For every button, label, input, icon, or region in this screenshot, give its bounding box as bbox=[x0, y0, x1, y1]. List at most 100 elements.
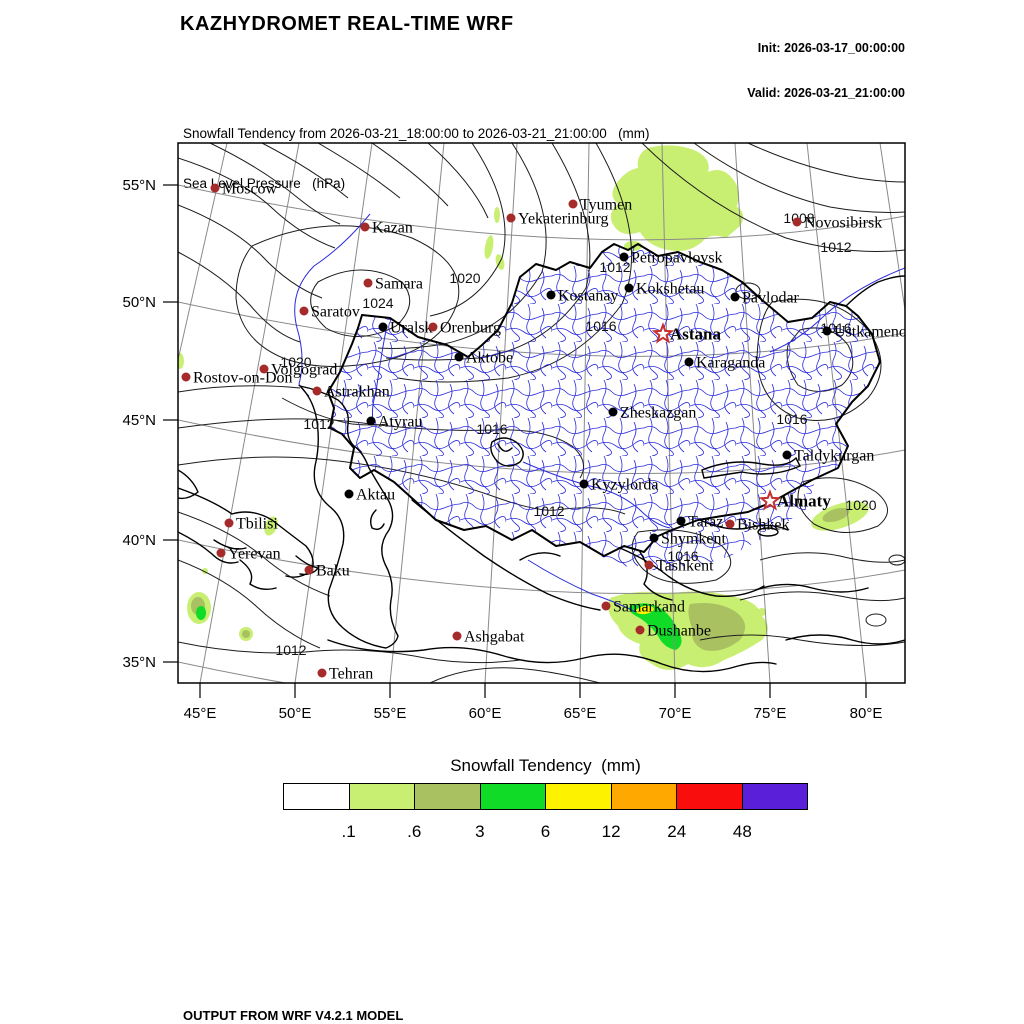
city: Almaty bbox=[758, 489, 831, 511]
city: Samara bbox=[363, 276, 423, 293]
pressure-label: 1016 bbox=[476, 421, 507, 437]
colorbar-cell bbox=[349, 783, 415, 810]
city-dot-icon bbox=[792, 217, 802, 227]
city-label: Tehran bbox=[329, 666, 373, 683]
city-label: Saratov bbox=[311, 304, 360, 321]
city: Kazan bbox=[360, 220, 413, 237]
city: Zheskazgan bbox=[608, 405, 696, 422]
city-dot-icon bbox=[579, 479, 589, 489]
colorbar-cell bbox=[415, 783, 481, 810]
city: Kyzylorda bbox=[579, 477, 659, 494]
city: Taldykurgan bbox=[782, 448, 874, 465]
city: Dushanbe bbox=[635, 623, 711, 640]
city-dot-icon bbox=[366, 416, 376, 426]
lon-tick-label: 70°E bbox=[659, 705, 692, 722]
city: Tashkent bbox=[644, 558, 714, 575]
city: Astrakhan bbox=[312, 384, 390, 401]
city-dot-icon bbox=[684, 357, 694, 367]
admin-boundaries bbox=[328, 244, 880, 572]
city: Ashgabat bbox=[452, 629, 525, 646]
city-markers: Moscow Kazan Samara Saratov Uralsk Orenburg Ak… bbox=[181, 181, 942, 683]
city-dot-icon bbox=[312, 386, 322, 396]
lon-tick-label: 50°E bbox=[279, 705, 312, 722]
city-dot-icon bbox=[608, 407, 618, 417]
city: Pavlodar bbox=[730, 290, 800, 307]
city: Yerevan bbox=[216, 546, 281, 563]
city-label: Samarkand bbox=[613, 599, 685, 616]
city-dot-icon bbox=[181, 372, 191, 382]
colorbar-tick-label: .1 bbox=[341, 822, 356, 841]
lon-tick-label: 55°E bbox=[374, 705, 407, 722]
footer-model-line: OUTPUT FROM WRF V4.2.1 MODEL bbox=[183, 1008, 404, 1023]
colorbar-tick-label: 24 bbox=[667, 822, 687, 841]
colorbar-title: Snowfall Tendency (mm) bbox=[450, 756, 641, 775]
city-dot-icon bbox=[317, 668, 327, 678]
city: Shymkent bbox=[649, 531, 726, 548]
city-dot-icon bbox=[725, 519, 735, 529]
city-label: Tashkent bbox=[656, 558, 714, 575]
pressure-label: 1020 bbox=[845, 497, 876, 513]
axis-ticks: 55°N 50°N 45°N 40°N 35°N 45°E 50°E 55°E 60°E 65°E… bbox=[122, 177, 882, 722]
city-dot-icon bbox=[428, 322, 438, 332]
page-title: KAZHYDROMET REAL-TIME WRF bbox=[180, 13, 514, 35]
lon-tick-label: 45°E bbox=[184, 705, 217, 722]
pressure-label: 1020 bbox=[449, 270, 480, 286]
city-label: Astana bbox=[670, 325, 722, 344]
lon-tick-label: 60°E bbox=[469, 705, 502, 722]
lat-tick-label: 50°N bbox=[122, 294, 156, 311]
city-label: Kyzylorda bbox=[591, 477, 659, 494]
city-label: Ustkamenogorsk bbox=[834, 324, 942, 341]
pressure-label: 1020 bbox=[280, 354, 311, 370]
city-dot-icon bbox=[568, 199, 578, 209]
capital-star-icon bbox=[651, 322, 675, 344]
city-label: Ashgabat bbox=[464, 629, 525, 646]
city-dot-icon bbox=[454, 352, 464, 362]
city-label: Almaty bbox=[777, 492, 831, 511]
city-label: Tbilisi bbox=[236, 516, 278, 533]
coastlines-borders bbox=[178, 275, 905, 673]
city-dot-icon bbox=[676, 516, 686, 526]
city-label: Petropavlovsk bbox=[631, 250, 723, 267]
city: Petropavlovsk bbox=[619, 250, 723, 267]
city-label: Tyumen bbox=[580, 197, 632, 214]
lon-tick-label: 75°E bbox=[754, 705, 787, 722]
pressure-label: 1012 bbox=[599, 259, 630, 275]
city-label: Uralsk bbox=[390, 320, 433, 337]
colorbar-cell bbox=[742, 783, 808, 810]
map-frame bbox=[177, 142, 906, 684]
city: Volgograd bbox=[259, 362, 337, 379]
city-dot-icon bbox=[344, 489, 354, 499]
city-dot-icon bbox=[378, 322, 388, 332]
init-time: Init: 2026-03-17_00:00:00 bbox=[757, 41, 905, 55]
snowfall-subtitle: Snowfall Tendency from 2026-03-21_18:00:… bbox=[183, 126, 650, 141]
lon-tick-label: 65°E bbox=[564, 705, 597, 722]
colorbar-tick-label: 3 bbox=[475, 822, 485, 841]
field-subtitles: Snowfall Tendency from 2026-03-21_18:00:… bbox=[183, 93, 650, 225]
city-dot-icon bbox=[299, 306, 309, 316]
city-dot-icon bbox=[210, 183, 220, 193]
city: Taraz bbox=[676, 514, 723, 531]
pressure-label: 1008 bbox=[783, 210, 814, 226]
city-dot-icon bbox=[259, 364, 269, 374]
city-label: Dushanbe bbox=[647, 623, 711, 640]
city-dot-icon bbox=[363, 278, 373, 288]
pressure-label: 1012 bbox=[533, 503, 564, 519]
city: Rostov-on-Don bbox=[181, 370, 293, 387]
city-label: Samara bbox=[375, 276, 423, 293]
city-dot-icon bbox=[624, 283, 634, 293]
city-label: Karaganda bbox=[696, 355, 765, 372]
city-dot-icon bbox=[216, 548, 226, 558]
city: Baku bbox=[304, 563, 350, 580]
city-label: Bishkek bbox=[737, 517, 789, 534]
city-label: Aktobe bbox=[466, 350, 513, 367]
city: Saratov bbox=[299, 304, 360, 321]
city-label: Taldykurgan bbox=[794, 448, 874, 465]
city-dot-icon bbox=[224, 518, 234, 528]
city: Kostanay bbox=[546, 288, 618, 305]
city-dot-icon bbox=[644, 560, 654, 570]
pressure-label: 1016 bbox=[776, 411, 807, 427]
city: Novosibirsk bbox=[792, 215, 882, 232]
pressure-label: 1016 bbox=[667, 548, 698, 564]
